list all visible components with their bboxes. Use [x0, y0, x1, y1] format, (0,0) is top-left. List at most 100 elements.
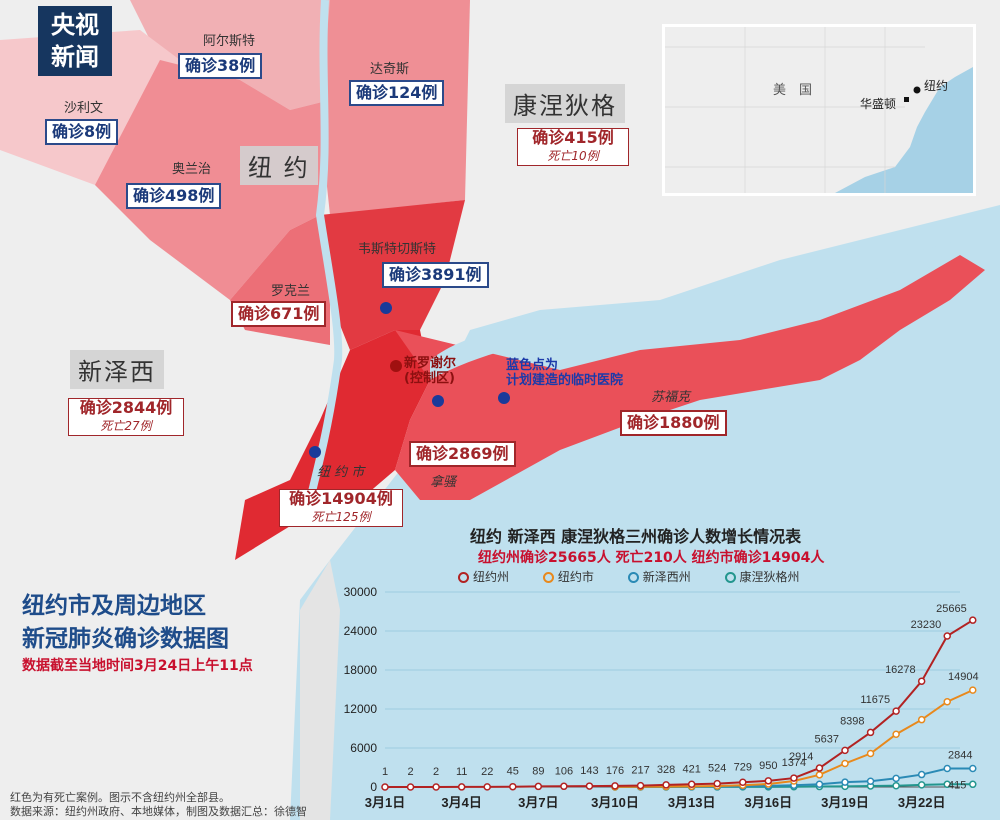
- x-tick-label: 3月22日: [898, 795, 946, 810]
- end-label: 415: [948, 779, 966, 791]
- inset-dc-label: 华盛顿: [860, 97, 897, 111]
- data-label: 8398: [840, 715, 864, 727]
- data-date: 数据截至当地时间3月24日上午11点: [22, 658, 253, 674]
- data-label: 25665: [936, 603, 967, 615]
- data-point: [662, 781, 670, 789]
- county-name-westchester: 韦斯特切斯特: [358, 242, 437, 257]
- x-tick-label: 3月16日: [744, 795, 792, 810]
- data-label: 729: [734, 761, 752, 773]
- county-cases-ulster: 确诊38例: [178, 53, 263, 79]
- data-point: [892, 707, 900, 715]
- inset-map-svg: [665, 27, 973, 193]
- county-cases-orange: 确诊498例: [126, 183, 222, 209]
- legend-label-nys: 纽约州: [473, 570, 510, 584]
- main-title-line2: 新冠肺炎确诊数据图: [22, 626, 229, 652]
- data-point: [917, 770, 926, 779]
- main-title-line1: 纽约市及周边地区: [22, 593, 206, 619]
- y-tick-label: 18000: [344, 663, 378, 677]
- data-point: [892, 781, 900, 790]
- long-island: [395, 255, 985, 500]
- data-point: [866, 749, 875, 758]
- data-point: [509, 782, 517, 791]
- x-tick-label: 3月10日: [591, 795, 639, 810]
- county-name-nassau: 拿骚: [430, 475, 457, 490]
- footnote-line2: 数据来源：纽约州政府、本地媒体，制图及数据汇总：徐德智: [10, 805, 307, 818]
- county-cases-sullivan: 确诊8例: [45, 119, 119, 145]
- data-point: [815, 780, 824, 788]
- data-point: [841, 778, 849, 786]
- cctv-news-logo: 央视 新闻: [38, 6, 112, 76]
- data-point: [943, 697, 951, 706]
- data-label: 950: [759, 760, 777, 772]
- data-label: 1374: [782, 757, 806, 769]
- data-point: [687, 780, 696, 789]
- data-label: 176: [606, 765, 624, 777]
- data-point: [969, 764, 977, 773]
- nj-cases: 确诊2844例: [79, 398, 173, 417]
- county-cases-dutchess: 确诊124例: [349, 80, 445, 106]
- data-point: [969, 686, 977, 694]
- data-label: 2: [433, 766, 439, 778]
- data-point: [866, 728, 875, 737]
- data-label: 2914: [789, 751, 813, 763]
- chart-title: 纽约 新泽西 康涅狄格三州确诊人数增长情况表: [470, 527, 802, 546]
- logo-line1: 央视: [51, 11, 99, 39]
- county-name-sullivan: 沙利文: [64, 101, 104, 116]
- data-label: 89: [532, 765, 544, 777]
- chart-subtitle: 纽约州确诊25665人 死亡210人 纽约市确诊14904人: [478, 550, 825, 566]
- orange-county: [95, 60, 330, 300]
- region-label-ny: 纽 约: [240, 146, 318, 185]
- data-label: 524: [708, 763, 726, 775]
- data-label: 217: [631, 765, 649, 777]
- logo-line2: 新闻: [51, 43, 99, 71]
- region-label-nj: 新泽西: [70, 350, 164, 389]
- data-point: [969, 616, 977, 624]
- hospital-dot: [498, 392, 510, 404]
- ct-deaths: 死亡10例: [547, 149, 599, 163]
- chart-legend: 纽约州 纽约市 新泽西州 康涅狄格州: [458, 568, 830, 585]
- data-point: [892, 730, 900, 739]
- end-label: 2844: [948, 750, 972, 762]
- data-label: 16278: [885, 664, 916, 676]
- data-point: [841, 759, 849, 768]
- y-tick-label: 30000: [344, 585, 378, 599]
- y-tick-label: 0: [370, 780, 377, 794]
- county-cases-nassau: 确诊2869例: [409, 441, 516, 467]
- data-point: [866, 777, 875, 785]
- county-name-dutchess: 达奇斯: [370, 62, 410, 77]
- inset-country-label: 美 国: [773, 83, 813, 98]
- hospital-note-line2: 计划建造的临时医院: [506, 373, 624, 388]
- nj-deaths: 死亡27例: [100, 419, 152, 433]
- x-tick-label: 3月7日: [518, 795, 558, 810]
- data-label: 1: [382, 766, 388, 778]
- control-zone-note: (控制区): [404, 371, 455, 386]
- data-point: [943, 764, 951, 773]
- data-point: [457, 783, 466, 791]
- data-point: [943, 780, 951, 789]
- data-label: 328: [657, 764, 675, 776]
- new-rochelle-label: 新罗谢尔 (控制区): [404, 356, 456, 386]
- data-point: [739, 778, 747, 787]
- county-cases-rockland: 确诊671例: [231, 301, 327, 327]
- ct-stats: 确诊415例 死亡10例: [517, 128, 629, 166]
- data-point: [611, 782, 619, 790]
- nyc-cases: 确诊14904例: [289, 489, 393, 508]
- data-point: [892, 774, 900, 783]
- data-point: [381, 783, 389, 791]
- data-point: [917, 715, 926, 724]
- x-tick-label: 3月13日: [668, 795, 716, 810]
- y-tick-label: 12000: [344, 702, 378, 716]
- county-name-ulster: 阿尔斯特: [203, 34, 256, 49]
- data-point: [917, 677, 926, 685]
- data-label: 45: [507, 766, 519, 778]
- data-label: 143: [580, 765, 598, 777]
- data-point: [560, 782, 568, 791]
- nyc-stats: 确诊14904例 死亡125例: [279, 489, 403, 527]
- data-point: [841, 746, 849, 755]
- inset-dc-marker: [904, 97, 909, 102]
- data-label: 22: [481, 766, 493, 778]
- legend-item-nj: 新泽西州: [627, 570, 691, 584]
- legend-item-nys: 纽约州: [458, 570, 509, 584]
- ct-cases: 确诊415例: [532, 128, 614, 147]
- region-label-ct: 康涅狄格: [505, 84, 625, 123]
